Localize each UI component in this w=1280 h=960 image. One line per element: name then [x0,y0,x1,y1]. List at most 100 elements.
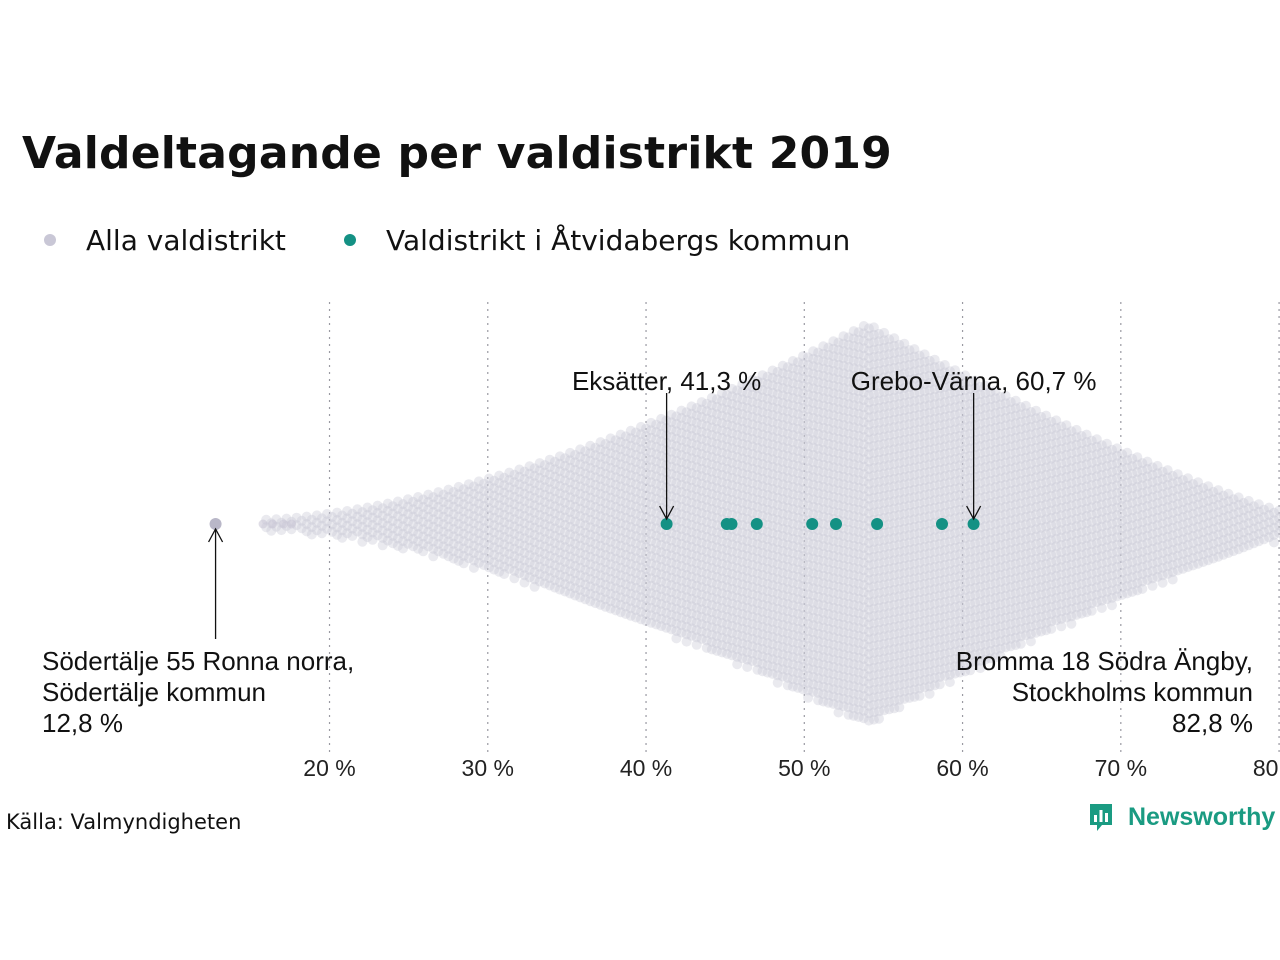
district-point [595,488,606,499]
district-point [484,525,494,536]
district-point [585,588,596,599]
district-point [539,563,550,574]
district-point [337,510,348,521]
district-point [590,538,601,549]
district-point [565,529,576,540]
district-point [560,512,570,523]
district-point [489,535,500,545]
district-point [570,583,581,594]
district-point [590,531,601,542]
district-point [580,535,591,546]
district-point [473,506,484,516]
district-point [438,504,449,515]
district-point [473,543,484,553]
district-point [524,476,535,487]
district-point [372,530,383,541]
district-point [504,526,515,537]
district-point [514,464,525,475]
x-tick-label: 70 % [1095,755,1147,781]
district-point [357,514,368,525]
district-point [428,492,439,503]
district-point [458,521,469,532]
district-point [332,507,343,518]
district-point [519,481,530,492]
district-point [418,531,429,542]
highlighted-district-point [936,518,948,530]
district-point [514,494,525,505]
district-point [392,496,403,507]
district-point [565,551,576,562]
district-point [433,501,444,512]
district-point [479,560,489,571]
district-point [448,516,459,527]
district-point [448,538,459,549]
district-point [377,510,388,521]
district-point [473,513,484,524]
district-point [494,515,505,525]
district-point [519,540,530,551]
district-point [362,502,373,513]
district-point [565,462,576,473]
district-point [570,464,581,475]
district-point [539,467,550,478]
district-point [484,532,494,543]
district-point [443,536,454,547]
district-point [565,573,576,584]
district-point [534,472,545,483]
district-point [529,463,540,474]
district-point [544,550,555,561]
district-point [463,538,474,549]
district-point [438,489,449,500]
district-point [524,468,535,479]
district-point [590,457,601,468]
district-point [413,499,424,510]
district-point [463,486,474,497]
district-point [585,455,596,466]
district-point [524,535,535,546]
district-point [590,568,601,579]
district-point [438,519,449,530]
district-point [443,529,454,539]
district-point [357,521,368,532]
district-point [590,494,601,505]
district-point [590,590,601,601]
district-point [382,520,393,531]
district-point [504,512,515,522]
district-point [560,579,570,590]
district-point [387,538,398,549]
district-point [554,495,565,506]
district-point [342,506,353,516]
district-point [367,505,378,516]
district-point [509,477,520,488]
district-point [914,690,925,701]
district-point [504,563,515,574]
district-point [585,551,596,562]
district-point [408,526,419,537]
annotation-label: 82,8 % [1172,708,1253,738]
district-point [357,529,368,540]
district-point [509,536,520,547]
district-point [580,512,591,523]
district-point [570,546,581,557]
district-point [544,484,555,495]
district-point [504,489,515,500]
district-point [347,508,358,519]
highlighted-district-point [830,518,842,530]
district-point [554,451,565,462]
district-point [570,516,581,527]
district-point [509,491,520,502]
district-point [382,506,393,516]
district-point [468,496,479,507]
district-point [554,488,565,499]
district-point [479,478,489,489]
district-point [367,527,378,538]
district-point [544,476,555,487]
district-point [585,559,596,570]
brand-name: Newsworthy [1128,802,1276,831]
district-point [580,586,591,597]
district-point [595,459,606,470]
district-point [519,466,530,477]
district-point [362,509,373,520]
district-point [524,572,535,583]
